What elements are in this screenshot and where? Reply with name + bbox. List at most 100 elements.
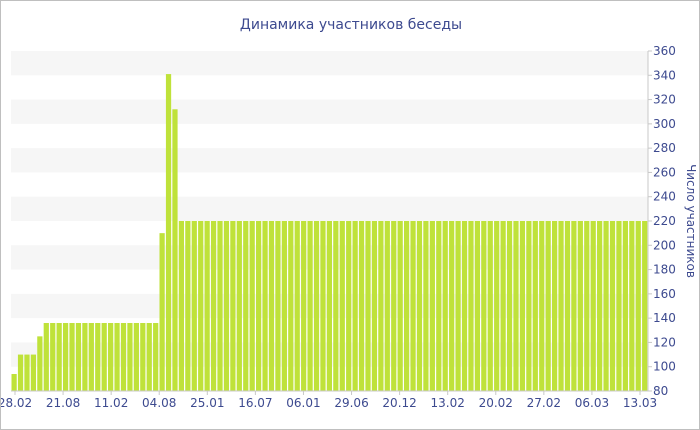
grid-band <box>11 99 648 124</box>
bar <box>256 221 262 391</box>
bar <box>127 323 133 391</box>
y-tick-label: 300 <box>653 117 676 131</box>
bar <box>410 221 416 391</box>
bar <box>11 374 17 391</box>
bar <box>622 221 628 391</box>
bar <box>500 221 506 391</box>
bar <box>474 221 480 391</box>
bar <box>455 221 461 391</box>
y-axis-label: Число участников <box>684 164 698 278</box>
y-tick-label: 160 <box>653 287 676 301</box>
y-tick-label: 360 <box>653 44 676 58</box>
bar <box>371 221 378 391</box>
bar <box>397 221 403 391</box>
bar <box>584 221 590 391</box>
x-tick-label: 06.01 <box>286 396 320 410</box>
x-tick-label: 28.02 <box>1 396 32 410</box>
bar <box>75 323 82 391</box>
bar <box>429 221 435 391</box>
y-tick-label: 120 <box>653 335 676 349</box>
bar <box>243 221 249 391</box>
bar <box>217 221 223 391</box>
bar <box>494 221 500 391</box>
bar <box>230 221 236 391</box>
bar <box>506 221 513 391</box>
bar <box>56 323 62 391</box>
y-tick-label: 140 <box>653 311 676 325</box>
bar <box>288 221 294 391</box>
bar <box>597 221 603 391</box>
x-tick-label: 25.01 <box>190 396 224 410</box>
x-tick-label: 13.03 <box>623 396 657 410</box>
bar <box>88 323 94 391</box>
bar <box>153 323 159 391</box>
bar <box>210 221 217 391</box>
bar <box>391 221 397 391</box>
bar <box>416 221 423 391</box>
bar <box>571 221 577 391</box>
bar <box>642 221 648 391</box>
x-tick-label: 04.08 <box>142 396 176 410</box>
y-tick-label: 340 <box>653 68 676 82</box>
x-tick-label: 20.12 <box>382 396 416 410</box>
chart-title: Динамика участников беседы <box>240 17 462 33</box>
bar <box>30 354 37 391</box>
x-axis: 28.02 21.08 11.02 04.08 25.01 16.07 06.01 29.06… <box>1 390 657 410</box>
bar <box>82 323 88 391</box>
bar <box>577 221 583 391</box>
bar <box>223 221 230 391</box>
bar <box>178 221 185 391</box>
bar <box>358 221 365 391</box>
bar <box>198 221 204 391</box>
bar <box>101 323 107 391</box>
bar <box>37 336 43 391</box>
y-tick-label: 260 <box>653 165 676 179</box>
bar <box>191 221 197 391</box>
bar <box>384 221 390 391</box>
bar <box>603 221 609 391</box>
bar <box>513 221 519 391</box>
bar <box>519 221 526 391</box>
bar <box>140 323 146 391</box>
bar <box>468 221 474 391</box>
y-tick-label: 200 <box>653 238 676 252</box>
bar <box>346 221 352 391</box>
bar <box>294 221 300 391</box>
bar <box>590 221 596 391</box>
bar <box>172 109 178 391</box>
bar <box>532 221 538 391</box>
bar <box>616 221 622 391</box>
x-tick-label: 27.02 <box>527 396 561 410</box>
bar <box>24 354 30 391</box>
x-tick-label: 29.06 <box>334 396 368 410</box>
y-tick-label: 180 <box>653 263 676 277</box>
y-axis: 80 100 120 140 160 180 200 220 240 260 280 300 320 34… <box>647 44 676 398</box>
bar <box>159 233 165 391</box>
bar <box>320 221 326 391</box>
bar <box>185 221 191 391</box>
y-tick-label: 100 <box>653 360 676 374</box>
bar <box>635 221 641 391</box>
bar <box>436 221 442 391</box>
bar <box>487 221 493 391</box>
bar <box>17 354 24 391</box>
bar <box>120 323 127 391</box>
bar <box>204 221 210 391</box>
x-tick-label: 11.02 <box>94 396 128 410</box>
bar <box>262 221 268 391</box>
bar <box>281 221 287 391</box>
bar <box>461 221 468 391</box>
y-tick-label: 80 <box>653 384 668 398</box>
y-tick-label: 320 <box>653 93 676 107</box>
bar <box>95 323 101 391</box>
bar <box>629 221 635 391</box>
bar <box>333 221 339 391</box>
bar <box>108 323 114 391</box>
bar-series <box>11 74 648 391</box>
bar <box>165 74 172 391</box>
bar <box>526 221 532 391</box>
x-tick-label: 16.07 <box>238 396 272 410</box>
y-tick-label: 280 <box>653 141 676 155</box>
bar <box>236 221 242 391</box>
